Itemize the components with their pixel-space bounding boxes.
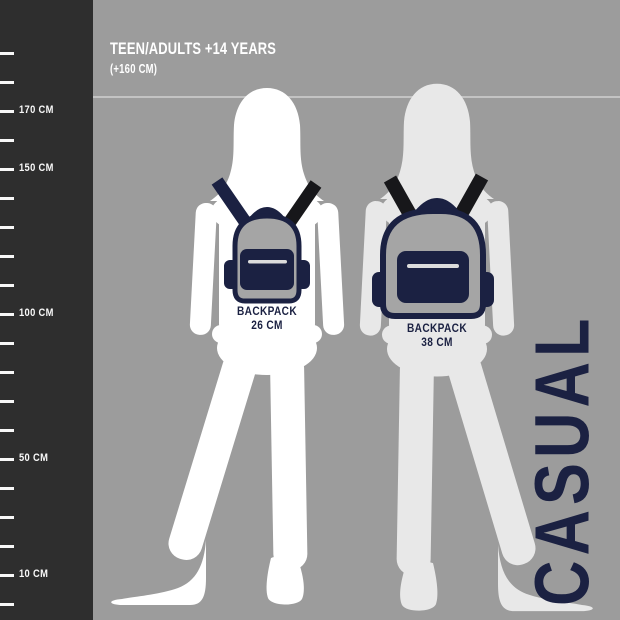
strap-left-icon: [211, 177, 254, 230]
backpack-label-line: BACKPACK: [237, 306, 297, 318]
ruler-label: 100 CM: [19, 307, 54, 319]
backpack-size-line: 38 CM: [421, 337, 453, 349]
ruler-tick: [0, 225, 14, 229]
ruler-tick: [0, 254, 14, 258]
ruler-label: 10 CM: [19, 568, 49, 580]
ruler-tick: [0, 428, 14, 432]
backpack-label-line: BACKPACK: [407, 323, 467, 335]
ruler-tick: [0, 167, 14, 171]
front-pocket: [240, 249, 294, 290]
age-group-title: TEEN/ADULTS +14 YEARS: [110, 39, 277, 58]
backpack-26-label: BACKPACK 26 CM: [205, 305, 328, 333]
ruler-tick: [0, 196, 14, 200]
ruler-tick: [0, 544, 14, 548]
age-group-subtitle: (+160 CM): [110, 62, 158, 76]
ruler-tick: [0, 341, 14, 345]
ruler-tick: [0, 515, 14, 519]
ruler-tick: [0, 138, 14, 142]
backpack-26-icon: [211, 177, 322, 304]
front-pocket: [397, 251, 469, 303]
backpack-38-label: BACKPACK 38 CM: [375, 322, 498, 350]
ruler-tick: [0, 370, 14, 374]
ruler-tick: [0, 51, 14, 55]
ruler-tick: [0, 573, 14, 577]
collection-name: CASUAL: [520, 313, 606, 607]
zipper-line: [248, 260, 287, 264]
ruler-tick: [0, 486, 14, 490]
ruler-tick: [0, 109, 14, 113]
ruler-tick: [0, 457, 14, 461]
ruler-tick: [0, 80, 14, 84]
ruler-label: 170 CM: [19, 104, 54, 116]
age-group-header: TEEN/ADULTS +14 YEARS (+160 CM): [110, 39, 329, 76]
teen-silhouette: [111, 88, 345, 605]
zipper-line: [407, 264, 459, 268]
backpack-size-line: 26 CM: [251, 320, 283, 332]
ruler-tick: [0, 283, 14, 287]
ruler-tick: [0, 312, 14, 316]
backpack-38-icon: [372, 173, 494, 319]
ruler-tick: [0, 399, 14, 403]
ruler-tick: [0, 602, 14, 606]
height-divider-line: [93, 96, 620, 98]
strap-right-icon: [452, 173, 489, 222]
strap-right-icon: [281, 180, 322, 230]
ruler-label: 50 CM: [19, 452, 49, 464]
ruler-label: 150 CM: [19, 162, 54, 174]
height-ruler: 170 CM 150 CM 100 CM 50 CM 10 CM: [0, 0, 93, 620]
